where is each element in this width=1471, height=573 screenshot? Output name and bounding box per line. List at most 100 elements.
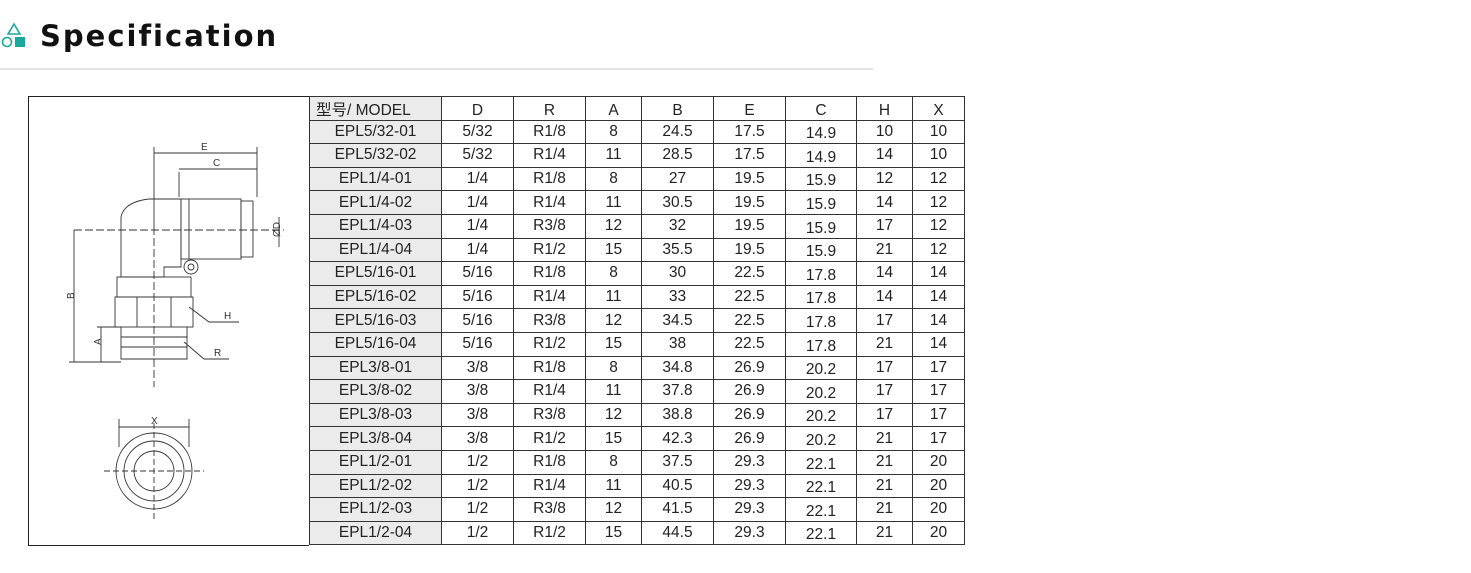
- value-cell: R1/8: [513, 355, 586, 381]
- divider: [0, 68, 873, 70]
- table-row: EPL3/8-01 3/8 R1/8 8 34.8 26.9 20.2 17 17: [309, 355, 965, 381]
- value-cell: 22.1: [785, 473, 857, 499]
- value-cell: 42.3: [641, 426, 714, 451]
- value-cell: 28.5: [641, 143, 714, 168]
- column-header: D: [441, 96, 514, 121]
- value-cell: 20: [912, 520, 965, 546]
- value-cell: 17: [912, 426, 965, 451]
- table-header-row: 型号/ MODEL D R A B E C H X: [309, 96, 965, 121]
- dim-label-e: E: [201, 142, 208, 153]
- value-cell: 19.5: [713, 190, 786, 215]
- value-cell: R1/4: [513, 284, 586, 310]
- value-cell: R3/8: [513, 402, 586, 428]
- value-cell: 1/4: [441, 190, 514, 215]
- value-cell: 22.5: [713, 261, 786, 286]
- value-cell: 30: [641, 261, 714, 286]
- value-cell: 1/2: [441, 473, 514, 499]
- model-cell: EPL1/4-01: [309, 166, 442, 192]
- value-cell: 15: [585, 237, 642, 263]
- value-cell: 11: [585, 284, 642, 310]
- value-cell: 14: [912, 284, 965, 310]
- value-cell: 8: [585, 449, 642, 475]
- value-cell: 17: [856, 308, 913, 333]
- value-cell: 21: [856, 237, 913, 263]
- value-cell: 3/8: [441, 426, 514, 451]
- column-header: E: [713, 96, 786, 121]
- value-cell: 17: [912, 402, 965, 428]
- value-cell: 17: [856, 379, 913, 404]
- value-cell: 26.9: [713, 402, 786, 428]
- model-cell: EPL1/4-03: [309, 213, 442, 239]
- value-cell: R1/4: [513, 379, 586, 404]
- value-cell: 33: [641, 284, 714, 310]
- value-cell: 10: [856, 119, 913, 145]
- value-cell: 17.8: [785, 261, 857, 286]
- dim-label-b: B: [66, 292, 77, 299]
- value-cell: 5/32: [441, 143, 514, 168]
- table-row: EPL1/2-01 1/2 R1/8 8 37.5 29.3 22.1 21 20: [309, 449, 965, 475]
- value-cell: 20.2: [785, 426, 857, 451]
- model-cell: EPL1/4-02: [309, 190, 442, 215]
- value-cell: 11: [585, 143, 642, 168]
- value-cell: 5/16: [441, 284, 514, 310]
- technical-drawing: E C ØD B A H R X: [28, 96, 309, 546]
- value-cell: R1/4: [513, 143, 586, 168]
- model-cell: EPL3/8-02: [309, 379, 442, 404]
- value-cell: 17: [856, 355, 913, 381]
- table-row: EPL1/2-03 1/2 R3/8 12 41.5 29.3 22.1 21 20: [309, 497, 965, 522]
- table-row: EPL5/16-01 5/16 R1/8 8 30 22.5 17.8 14 14: [309, 261, 965, 286]
- value-cell: 26.9: [713, 355, 786, 381]
- shapes-icon: [1, 22, 25, 48]
- column-header: C: [785, 96, 857, 121]
- value-cell: R1/2: [513, 331, 586, 357]
- column-header: H: [856, 96, 913, 121]
- value-cell: 5/16: [441, 261, 514, 286]
- value-cell: 14: [912, 331, 965, 357]
- value-cell: R1/8: [513, 166, 586, 192]
- value-cell: 30.5: [641, 190, 714, 215]
- value-cell: 14: [856, 143, 913, 168]
- column-header: A: [585, 96, 642, 121]
- value-cell: 22.5: [713, 331, 786, 357]
- value-cell: 8: [585, 261, 642, 286]
- dim-label-c: C: [213, 158, 220, 169]
- value-cell: 8: [585, 166, 642, 192]
- table-row: EPL5/16-02 5/16 R1/4 11 33 22.5 17.8 14 14: [309, 284, 965, 310]
- value-cell: 17.8: [785, 331, 857, 357]
- column-header: R: [513, 96, 586, 121]
- value-cell: 1/2: [441, 520, 514, 546]
- table-row: EPL1/4-01 1/4 R1/8 8 27 19.5 15.9 12 12: [309, 166, 965, 192]
- value-cell: 10: [912, 143, 965, 168]
- value-cell: 15.9: [785, 213, 857, 239]
- value-cell: 38.8: [641, 402, 714, 428]
- value-cell: 37.8: [641, 379, 714, 404]
- value-cell: 11: [585, 190, 642, 215]
- column-header: 型号/ MODEL: [309, 96, 442, 121]
- model-cell: EPL3/8-03: [309, 402, 442, 428]
- value-cell: 3/8: [441, 379, 514, 404]
- table-row: EPL1/2-04 1/2 R1/2 15 44.5 29.3 22.1 21 20: [309, 520, 965, 546]
- value-cell: R1/8: [513, 449, 586, 475]
- value-cell: R1/2: [513, 426, 586, 451]
- value-cell: 15.9: [785, 190, 857, 215]
- value-cell: 17.8: [785, 284, 857, 310]
- value-cell: 27: [641, 166, 714, 192]
- value-cell: 41.5: [641, 497, 714, 522]
- table-row: EPL1/4-03 1/4 R3/8 12 32 19.5 15.9 17 12: [309, 213, 965, 239]
- value-cell: 17: [856, 402, 913, 428]
- value-cell: 29.3: [713, 520, 786, 546]
- value-cell: 12: [585, 497, 642, 522]
- value-cell: 12: [585, 402, 642, 428]
- value-cell: 5/16: [441, 308, 514, 333]
- value-cell: R1/4: [513, 190, 586, 215]
- dim-label-x: X: [151, 416, 158, 427]
- value-cell: 1/4: [441, 213, 514, 239]
- value-cell: 11: [585, 379, 642, 404]
- value-cell: 29.3: [713, 497, 786, 522]
- value-cell: 22.1: [785, 449, 857, 475]
- value-cell: 22.1: [785, 520, 857, 546]
- value-cell: 35.5: [641, 237, 714, 263]
- value-cell: R1/4: [513, 473, 586, 499]
- value-cell: 1/4: [441, 166, 514, 192]
- value-cell: 17: [856, 213, 913, 239]
